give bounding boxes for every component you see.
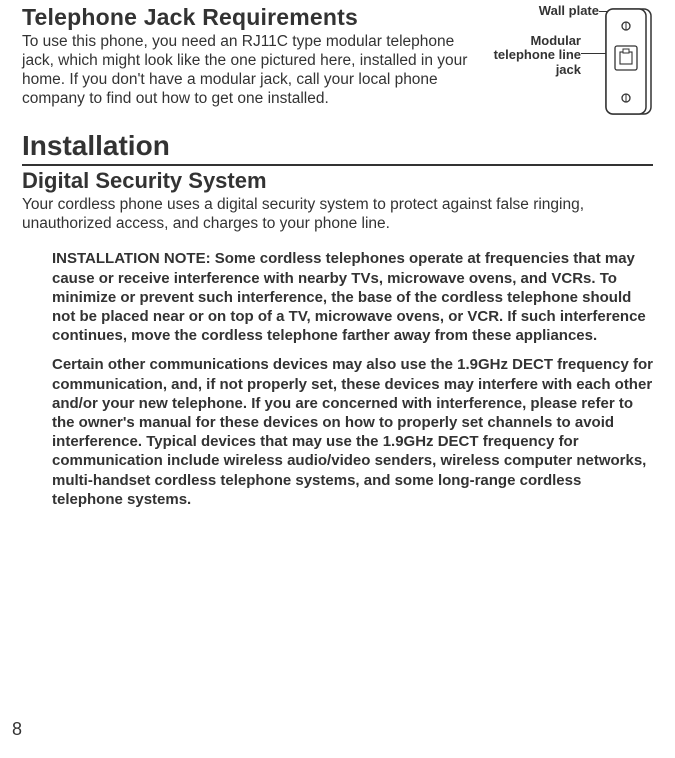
paragraph-digital-security: Your cordless phone uses a digital secur… [22, 196, 622, 234]
note-paragraph-1: INSTALLATION NOTE: Some cordless telepho… [52, 249, 653, 345]
note-paragraph-2: Certain other communications devices may… [52, 355, 653, 509]
heading-digital-security: Digital Security System [22, 168, 653, 194]
page-number: 8 [12, 719, 22, 740]
heading-installation: Installation [22, 124, 653, 164]
label-modular-jack: Modular telephone line jack [481, 34, 581, 77]
label-wall-plate: Wall plate [539, 4, 599, 18]
installation-note: INSTALLATION NOTE: Some cordless telepho… [22, 249, 653, 508]
wall-plate-icon [605, 8, 661, 116]
paragraph-jack-requirements: To use this phone, you need an RJ11C typ… [22, 33, 472, 109]
wall-plate-diagram: Wall plate Modular telephone line jack [481, 4, 661, 119]
section-rule [22, 164, 653, 166]
